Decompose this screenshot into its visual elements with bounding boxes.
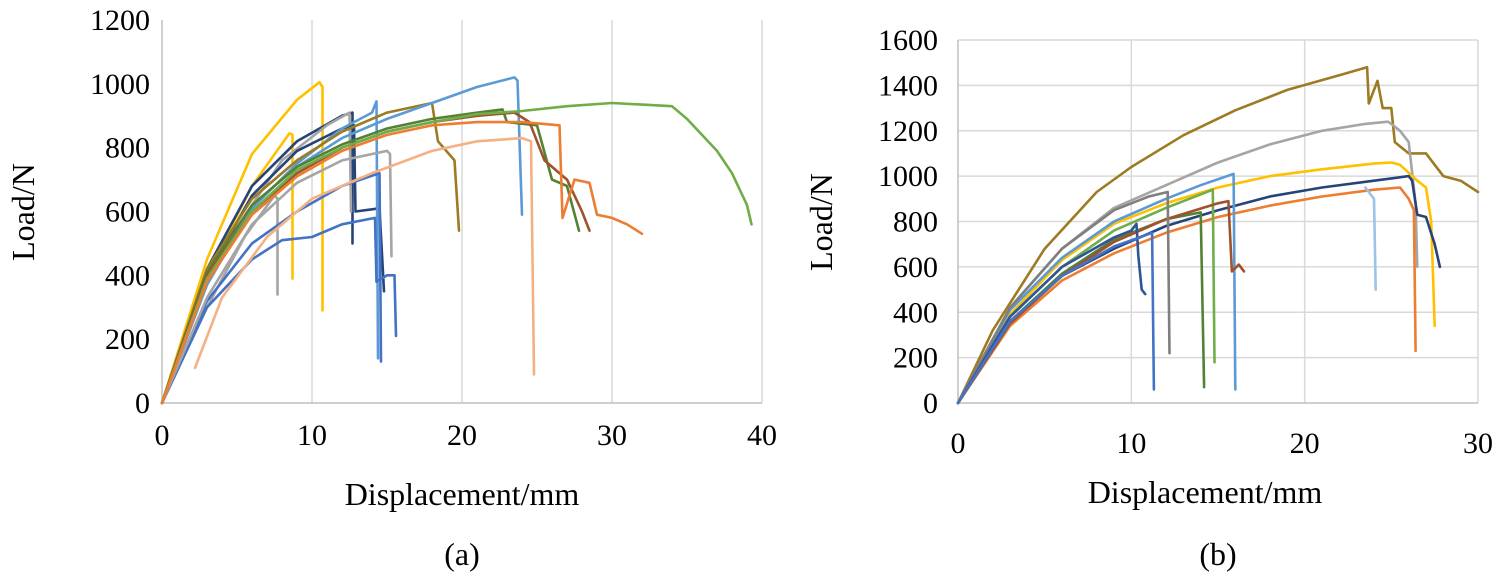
x-tick-label: 40 [747,419,777,452]
series-line-blue-1 [956,231,1156,405]
series-line-olive-1 [956,65,1480,405]
series-line-olive-1 [160,101,461,405]
x-tick-label: 10 [1116,427,1146,460]
x-tick-label: 0 [155,419,170,452]
y-tick-label: 600 [893,251,938,284]
x-tick-label: 20 [1290,427,1320,460]
series-line-orange-2 [193,136,536,376]
x-tick-label: 0 [951,427,966,460]
series-line-green-1 [160,101,753,405]
series-line-darkgreen-1 [160,108,581,405]
y-tick-label: 400 [105,259,150,292]
y-tick-label: 1200 [878,115,938,148]
x-tick-label: 10 [297,419,327,452]
y-tick-label: 800 [105,132,150,165]
y-axis-title: Load/N [5,163,41,261]
series-line-yellow-1 [956,161,1436,405]
x-tick-label: 30 [597,419,627,452]
y-tick-label: 0 [923,387,938,420]
x-axis-title: Displacement/mm [345,476,580,512]
series-line-orange-1 [956,186,1417,405]
y-tick-label: 200 [105,323,150,356]
series-line-orange-1 [160,120,644,405]
x-tick-label: 30 [1463,427,1493,460]
x-axis-title: Displacement/mm [1088,474,1323,510]
y-tick-label: 600 [105,196,150,229]
y-tick-label: 1200 [90,4,150,37]
y-tick-label: 800 [893,206,938,239]
chart-caption: (a) [444,536,480,572]
series-line-lightblue-small [1364,186,1377,291]
y-axis-title: Load/N [803,173,839,271]
series-line-yellow-1 [160,80,324,405]
series-line-gray-1 [956,120,1419,405]
y-tick-label: 200 [893,342,938,375]
y-tick-label: 1000 [878,160,938,193]
series-line-lightgray-1 [160,149,393,405]
y-tick-label: 1400 [878,69,938,102]
x-tick-label: 20 [447,419,477,452]
y-tick-label: 1000 [90,68,150,101]
y-tick-label: 400 [893,296,938,329]
series-line-gray-2 [956,190,1171,405]
y-tick-label: 1600 [878,24,938,57]
series-line-lightblue-1 [956,172,1237,405]
chart-caption: (b) [1199,536,1236,572]
y-tick-label: 0 [135,387,150,420]
chart-a: 0 200 400 600 800 1000 1200 0 10 20 30 40 Displaceme… [5,4,777,572]
series-line-navy-2 [956,222,1147,405]
chart-b: 0 200 400 600 800 1000 1200 1400 1600 0 10 20 30 Disp… [803,24,1493,572]
